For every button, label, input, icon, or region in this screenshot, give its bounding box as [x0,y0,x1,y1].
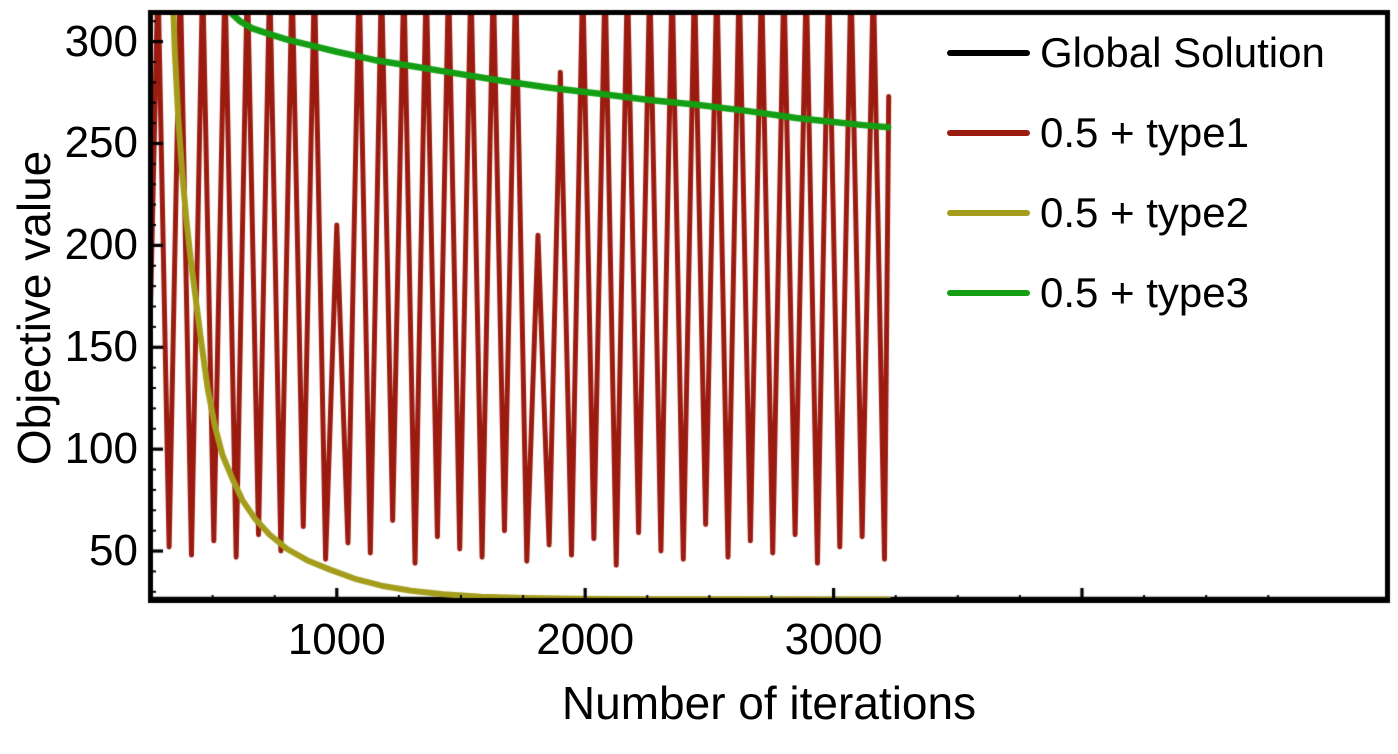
x-tick-label: 3000 [784,615,883,664]
x-axis-title: Number of iterations [561,677,977,729]
legend-line-swatch [947,130,1030,136]
x-tick-label: 2000 [536,615,635,664]
y-tick-label: 50 [89,526,138,576]
legend-line-swatch [947,290,1030,296]
legend-item-type3: 0.5 + type3 [947,253,1325,333]
legend-line-swatch [947,210,1030,216]
y-tick-label: 150 [64,322,138,372]
y-tick-label: 200 [64,220,138,270]
legend-label: 0.5 + type2 [1040,189,1249,236]
x-tick-label: 1000 [287,615,386,664]
legend-item-type1: 0.5 + type1 [947,93,1325,173]
legend: Global Solution 0.5 + type1 0.5 + type2 … [947,13,1325,333]
legend-item-type2: 0.5 + type2 [947,173,1325,253]
legend-label: 0.5 + type1 [1040,109,1249,156]
legend-line-swatch [947,50,1030,56]
y-tick-label: 100 [64,424,138,474]
y-tick-label: 300 [64,16,138,66]
y-tick-label: 250 [64,118,138,168]
legend-label: 0.5 + type3 [1040,269,1249,316]
legend-label: Global Solution [1040,29,1325,76]
y-axis-title: Objective value [8,150,60,466]
legend-item-global-solution: Global Solution [947,13,1325,93]
